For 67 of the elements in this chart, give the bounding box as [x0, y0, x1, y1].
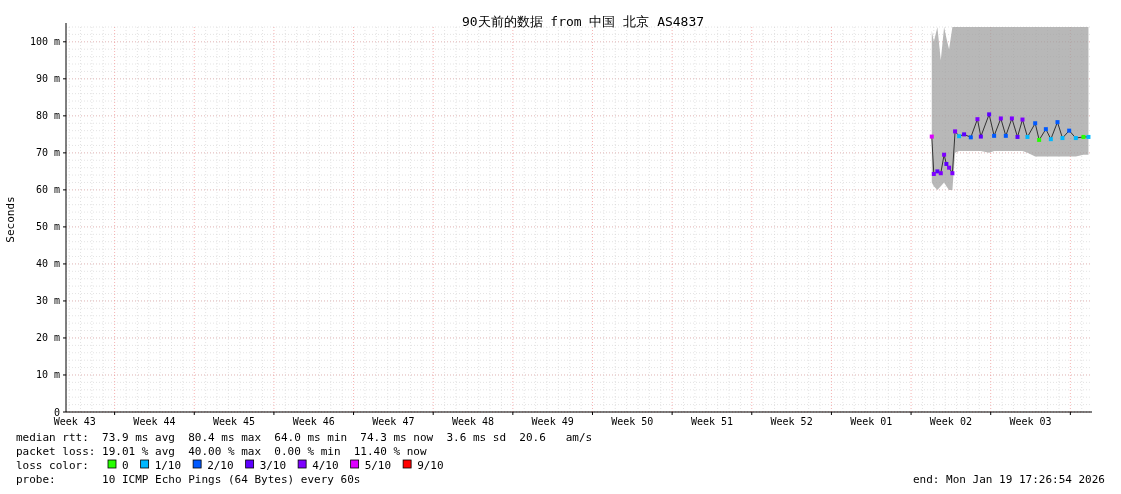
point: [978, 134, 983, 139]
x-tick-label: Week 43: [53, 416, 96, 427]
legend-label: 1/10: [154, 459, 182, 472]
x-tick-label: Week 50: [611, 416, 654, 427]
point: [944, 161, 949, 166]
y-tick-label: 20 m: [35, 332, 60, 344]
x-tick-label: Week 46: [292, 416, 335, 427]
point: [1033, 121, 1038, 126]
x-tick-label: Week 03: [1009, 416, 1052, 427]
point: [1060, 136, 1065, 141]
y-tick-label: 50 m: [35, 221, 60, 233]
x-tick-label: Week 51: [690, 416, 734, 427]
point: [1073, 136, 1078, 141]
point: [1009, 116, 1014, 121]
legend-label: 9/10: [417, 459, 444, 472]
y-tick-label: 0: [53, 406, 60, 418]
y-tick-label: 80 m: [35, 110, 60, 122]
point: [931, 171, 936, 176]
point: [942, 152, 947, 157]
point: [1086, 134, 1091, 139]
point: [1037, 137, 1042, 142]
x-tick-label: Week 01: [850, 416, 893, 427]
point: [1020, 117, 1025, 122]
y-tick-label: 100 m: [29, 36, 60, 48]
y-tick-label: 70 m: [35, 147, 60, 159]
point: [947, 165, 952, 170]
point: [1055, 120, 1060, 125]
point: [1003, 133, 1008, 138]
x-tick-label: Week 47: [372, 416, 415, 427]
legend-label: 5/10: [364, 459, 392, 472]
text: probe: 10 ICMP Echo Pings (64 Bytes) every 60s: [16, 473, 361, 486]
x-tick-label: Week 49: [531, 416, 574, 427]
point: [992, 133, 997, 138]
point: [1015, 134, 1020, 139]
x-tick-label: Week 48: [451, 416, 495, 427]
point: [1067, 128, 1072, 133]
legend-label: 0: [122, 459, 129, 472]
point: [998, 116, 1003, 121]
point: [968, 135, 973, 140]
legend-label: 2/10: [207, 459, 234, 472]
x-tick-label: Week 02: [929, 416, 972, 427]
text: median rtt: 73.9 ms avg 80.4 ms max 64.0 ms min 74.3 ms now 3.6 ms sd 20.6 am/s: [16, 431, 593, 444]
legend-title: loss color:: [16, 459, 89, 472]
x-tick-label: Week 52: [770, 416, 813, 427]
text: end: Mon Jan 19 17:26:54 2026: [912, 473, 1105, 486]
point: [1043, 127, 1048, 132]
point: [1025, 134, 1030, 139]
point: [987, 112, 992, 117]
y-tick-label: 10 m: [35, 369, 60, 381]
x-tick-label: Week 44: [133, 416, 176, 427]
y-tick-label: 60 m: [35, 184, 60, 196]
y-tick-label: 30 m: [35, 295, 60, 307]
legend-label: 4/10: [312, 459, 339, 472]
point: [953, 129, 958, 134]
point: [1081, 134, 1086, 139]
point: [962, 132, 967, 137]
text: packet loss: 19.01 % avg 40.00 % max 0.00 % min 11.40 % now: [16, 445, 427, 458]
point: [957, 134, 962, 139]
x-tick-label: Week 45: [213, 416, 256, 427]
legend-label: 3/10: [259, 459, 287, 472]
point: [975, 117, 980, 122]
y-tick-label: 40 m: [35, 258, 60, 270]
y-tick-label: 90 m: [35, 73, 60, 85]
y-axis-title: Seconds: [4, 196, 17, 243]
chart-title: 90天前的数据 from 中国 北京 AS4837: [461, 14, 705, 29]
point: [950, 171, 955, 176]
point: [1048, 137, 1053, 142]
